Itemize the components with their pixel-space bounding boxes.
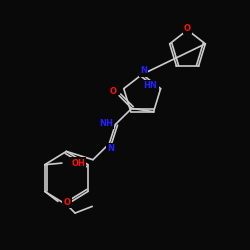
Text: N: N	[140, 66, 147, 76]
Text: O: O	[184, 24, 191, 33]
Text: NH: NH	[99, 118, 113, 128]
Text: O: O	[110, 87, 117, 96]
Text: OH: OH	[71, 158, 85, 168]
Text: HN: HN	[144, 82, 158, 90]
Text: N: N	[108, 144, 114, 153]
Text: O: O	[64, 198, 70, 206]
